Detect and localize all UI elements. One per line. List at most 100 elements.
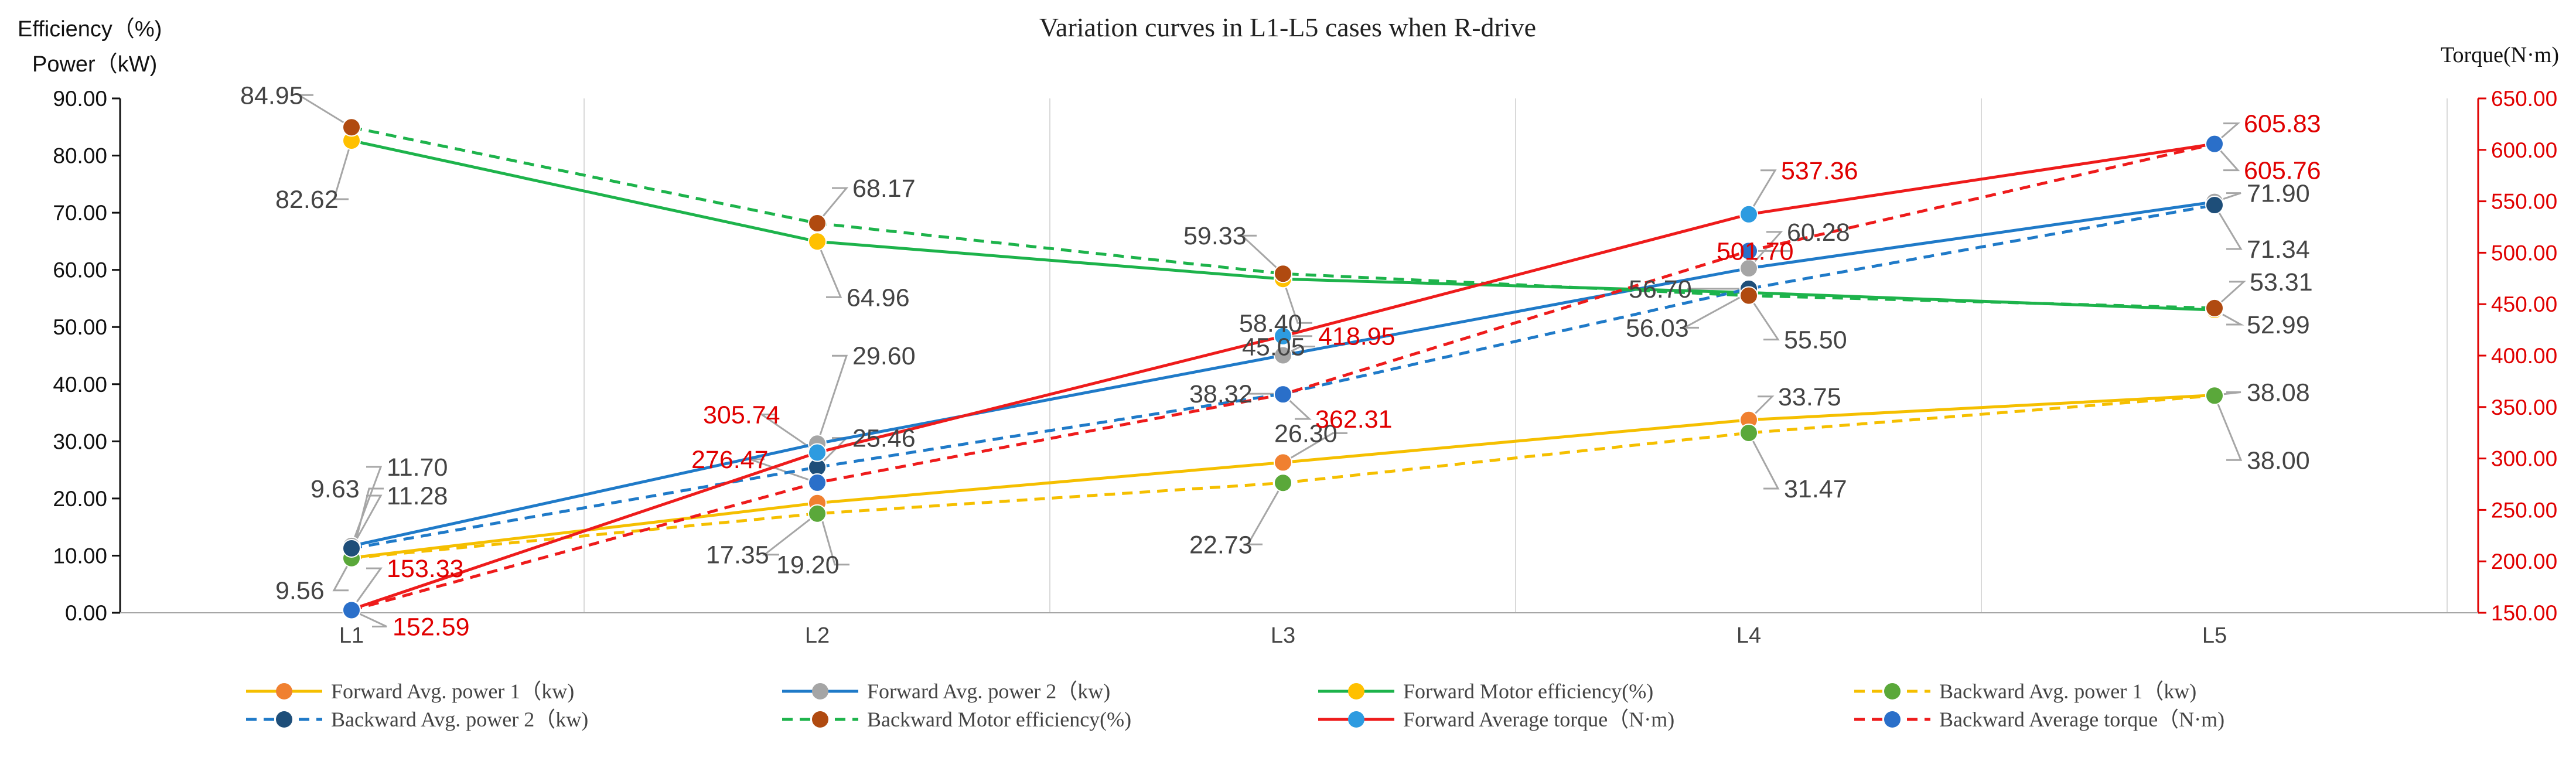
right-tick-label: 350.00 [2491, 395, 2557, 419]
data-label: 71.90 [2247, 180, 2310, 208]
left-tick-label: 50.00 [53, 315, 107, 339]
label-leader-line [2213, 281, 2246, 309]
legend-marker [276, 711, 292, 728]
data-label: 152.59 [393, 613, 470, 641]
data-point [1739, 423, 1758, 442]
category-label: L3 [1271, 623, 1295, 648]
data-point [2205, 298, 2224, 318]
data-point [1739, 241, 1758, 261]
left-tick-label: 60.00 [53, 258, 107, 282]
category-label: L2 [805, 623, 830, 648]
label-leader-line [1282, 394, 1312, 420]
data-point [1739, 204, 1758, 224]
data-label: 22.73 [1189, 531, 1253, 559]
data-point [808, 473, 827, 492]
data-label: 82.62 [275, 186, 339, 214]
left-tick-label: 80.00 [53, 144, 107, 168]
right-tick-label: 500.00 [2491, 241, 2557, 265]
data-labels: 9.63 19.20 26.30 33.75 38.08 11.70 29.60 45.05 6… [240, 81, 2321, 641]
left-axis-ticks: 0.00 10.00 20.00 30.00 40.00 50.00 60.00 70.00 8… [53, 87, 120, 625]
data-label: 418.95 [1318, 323, 1396, 351]
data-label: 9.56 [275, 577, 325, 605]
right-tick-label: 150.00 [2491, 601, 2557, 625]
right-tick-label: 600.00 [2491, 138, 2557, 162]
data-point [1274, 264, 1292, 284]
data-label: 84.95 [240, 81, 303, 110]
label-leader-line [1246, 482, 1284, 545]
right-tick-label: 450.00 [2491, 292, 2557, 316]
data-label: 153.33 [387, 555, 464, 583]
data-label: 52.99 [2247, 311, 2310, 339]
data-label: 38.32 [1189, 380, 1253, 408]
right-tick-label: 400.00 [2491, 344, 2557, 368]
legend-entry: Backward Avg. power 2（kw) [331, 708, 588, 731]
data-label: 58.40 [1239, 309, 1302, 337]
data-label: 56.70 [1629, 275, 1692, 303]
legend-entry: Forward Motor efficiency(%) [1403, 680, 1653, 703]
legend-entry: Forward Average torque（N·m) [1403, 708, 1674, 731]
label-leader-line [1282, 432, 1347, 463]
left-tick-label: 30.00 [53, 429, 107, 453]
data-label: 56.03 [1626, 314, 1689, 342]
label-leader-line [2213, 204, 2243, 250]
legend-marker [812, 711, 828, 728]
data-point [1274, 346, 1292, 365]
label-leader-line [351, 609, 387, 627]
data-point [1739, 286, 1758, 305]
data-label: 9.63 [311, 475, 360, 503]
label-leader-line [332, 140, 353, 200]
data-point [808, 232, 827, 251]
label-leader-line [1748, 169, 1777, 215]
label-leader-line [2214, 309, 2244, 326]
label-leader-line [350, 567, 383, 610]
data-label: 55.50 [1784, 326, 1847, 354]
label-leader-line [1748, 395, 1775, 421]
data-label: 19.20 [776, 551, 840, 579]
data-point [808, 443, 827, 462]
data-label: 29.60 [852, 342, 916, 370]
right-axis-title: Torque(N·m) [2441, 43, 2559, 67]
right-axis-ticks: 150.00 200.00 250.00 300.00 350.00 400.00 450.… [2478, 87, 2557, 625]
data-label: 605.76 [2244, 157, 2321, 185]
data-label: 38.08 [2247, 379, 2310, 407]
data-label: 71.34 [2247, 236, 2310, 264]
label-leader-line [1282, 278, 1312, 324]
label-leader-line [816, 241, 842, 298]
legend-entry: Forward Avg. power 1（kw) [331, 680, 574, 703]
data-label: 59.33 [1183, 222, 1247, 250]
data-point [2205, 386, 2224, 405]
data-label: 26.30 [1274, 419, 1338, 448]
data-point [1274, 326, 1292, 346]
left-tick-label: 10.00 [53, 544, 107, 568]
category-label: L1 [339, 623, 364, 648]
label-leader-line [2213, 143, 2240, 172]
data-label: 605.83 [2244, 110, 2321, 138]
data-label: 25.46 [852, 425, 916, 453]
data-point [1274, 385, 1292, 404]
data-label: 68.17 [852, 175, 916, 203]
label-leader-line [332, 558, 353, 592]
left-tick-label: 20.00 [53, 487, 107, 511]
data-label: 38.00 [2247, 446, 2310, 475]
series-markers [342, 118, 2224, 620]
data-label: 276.47 [691, 446, 769, 474]
legend-entry: Forward Avg. power 2（kw) [867, 680, 1110, 703]
data-point [808, 213, 827, 233]
category-label: L5 [2202, 623, 2227, 648]
data-label: 60.28 [1787, 219, 1850, 247]
label-leader-line [2213, 395, 2243, 461]
data-label: 64.96 [847, 284, 910, 312]
label-leader-line [816, 503, 849, 566]
label-leader-line [762, 513, 818, 556]
series-lines [351, 125, 2215, 612]
series-line [351, 142, 2215, 611]
label-leader-line [816, 354, 848, 444]
legend-marker [812, 683, 828, 699]
data-point [2205, 134, 2224, 153]
data-label: 31.47 [1784, 475, 1847, 503]
legend-marker [1884, 683, 1901, 699]
data-label: 305.74 [703, 401, 780, 429]
data-point [1274, 473, 1292, 493]
left-axis-title-power: Power（kW) [32, 52, 157, 77]
